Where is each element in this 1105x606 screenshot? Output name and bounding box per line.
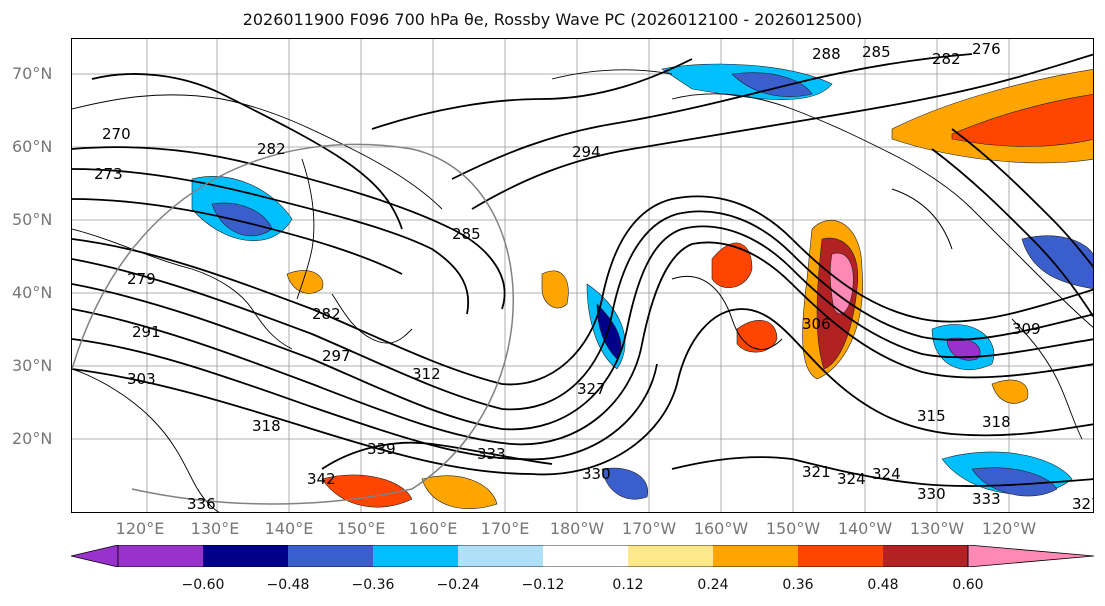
lon-label: 140°W [837, 519, 893, 538]
contour-label: 336 [187, 495, 216, 513]
coastlines [72, 69, 1093, 512]
contour-label: 285 [862, 43, 891, 61]
contour-label: 330 [917, 485, 946, 503]
contour-label: 315 [917, 407, 946, 425]
contour-label: 288 [812, 45, 841, 63]
colorbar-tick: 0.36 [782, 577, 814, 593]
colorbar-high-triangle [967, 545, 1094, 567]
colorbar-bin-5 [458, 545, 543, 567]
colorbar-bin-1 [118, 545, 203, 567]
lon-label: 140°E [264, 519, 314, 538]
colorbar-bin-2 [203, 545, 288, 567]
colorbar-bin-7 [628, 545, 713, 567]
contour-label: 327 [1072, 495, 1094, 513]
contour-label: 294 [572, 143, 601, 161]
contour-label: 318 [982, 413, 1011, 431]
lon-label: 160°E [408, 519, 458, 538]
lat-label-50n: 50°N [12, 210, 53, 229]
lat-label-70n: 70°N [12, 64, 53, 83]
lon-label: 120°E [115, 519, 165, 538]
contour-label: 342 [307, 470, 336, 488]
colorbar-tick: 0.60 [952, 577, 984, 593]
lat-label-30n: 30°N [12, 356, 53, 375]
contour-label: 282 [932, 50, 961, 68]
map-canvas: 270 273 276 279 282 282 282 285 285 288 … [72, 39, 1094, 513]
colorbar-tick: −0.12 [521, 577, 565, 593]
lon-label: 130°W [909, 519, 965, 538]
contour-label: 276 [972, 40, 1001, 58]
lon-label: 150°E [336, 519, 386, 538]
lon-label: 120°W [981, 519, 1037, 538]
colorbar-tick: 0.12 [612, 577, 644, 593]
contour-label: 324 [837, 470, 866, 488]
reference-circle [72, 143, 514, 505]
colorbar-bin-8 [713, 545, 798, 567]
contour-label: 321 [802, 463, 831, 481]
contour-label: 339 [367, 440, 396, 458]
colorbar-tick: −0.60 [181, 577, 225, 593]
lat-label-20n: 20°N [12, 429, 53, 448]
contour-label: 309 [1012, 320, 1041, 338]
lon-label: 130°E [190, 519, 240, 538]
lat-label-60n: 60°N [12, 137, 53, 156]
contour-label: 282 [257, 140, 286, 158]
contour-label: 291 [132, 323, 161, 341]
colorbar-bin-9 [798, 545, 883, 567]
lon-label: 170°E [480, 519, 530, 538]
colorbar-tick: −0.36 [351, 577, 395, 593]
colorbar-tick: 0.48 [867, 577, 899, 593]
contour-label: 306 [802, 315, 831, 333]
contour-label: 282 [312, 305, 341, 323]
contour-label: 324 [872, 465, 901, 483]
contour-label: 285 [452, 225, 481, 243]
colorbar-tick: −0.48 [266, 577, 310, 593]
colorbar-tick: 0.24 [697, 577, 729, 593]
map-title: 2026011900 F096 700 hPa θe, Rossby Wave … [242, 10, 863, 29]
lon-label: 180°W [549, 519, 605, 538]
colorbar-bin-3 [288, 545, 373, 567]
anomaly-outlines [671, 188, 953, 350]
lon-label: 150°W [765, 519, 821, 538]
contour-label: 270 [102, 125, 131, 143]
colorbar-tick: −0.24 [436, 577, 480, 593]
colorbar-bin-6 [543, 545, 628, 567]
contour-label: 273 [94, 165, 123, 183]
contour-label: 312 [412, 365, 441, 383]
colorbar-bin-4 [373, 545, 458, 567]
contour-label: 279 [127, 270, 156, 288]
contour-label: 330 [582, 465, 611, 483]
graticule [72, 39, 1093, 512]
map-panel: 270 273 276 279 282 282 282 285 285 288 … [71, 38, 1094, 513]
lon-label: 170°W [621, 519, 677, 538]
contour-label: 303 [127, 370, 156, 388]
contour-label: 327 [577, 380, 606, 398]
contour-label: 333 [477, 445, 506, 463]
lon-label: 160°W [693, 519, 749, 538]
colorbar-low-triangle [71, 545, 119, 567]
lat-label-40n: 40°N [12, 283, 53, 302]
colorbar-frame [117, 545, 969, 567]
contour-label: 297 [322, 347, 351, 365]
theta-e-contours [72, 53, 1093, 487]
colorbar [71, 545, 1094, 567]
colorbar-bin-10 [883, 545, 968, 567]
contour-label: 333 [972, 490, 1001, 508]
shaded-anomalies [191, 63, 1093, 509]
contour-label: 318 [252, 417, 281, 435]
